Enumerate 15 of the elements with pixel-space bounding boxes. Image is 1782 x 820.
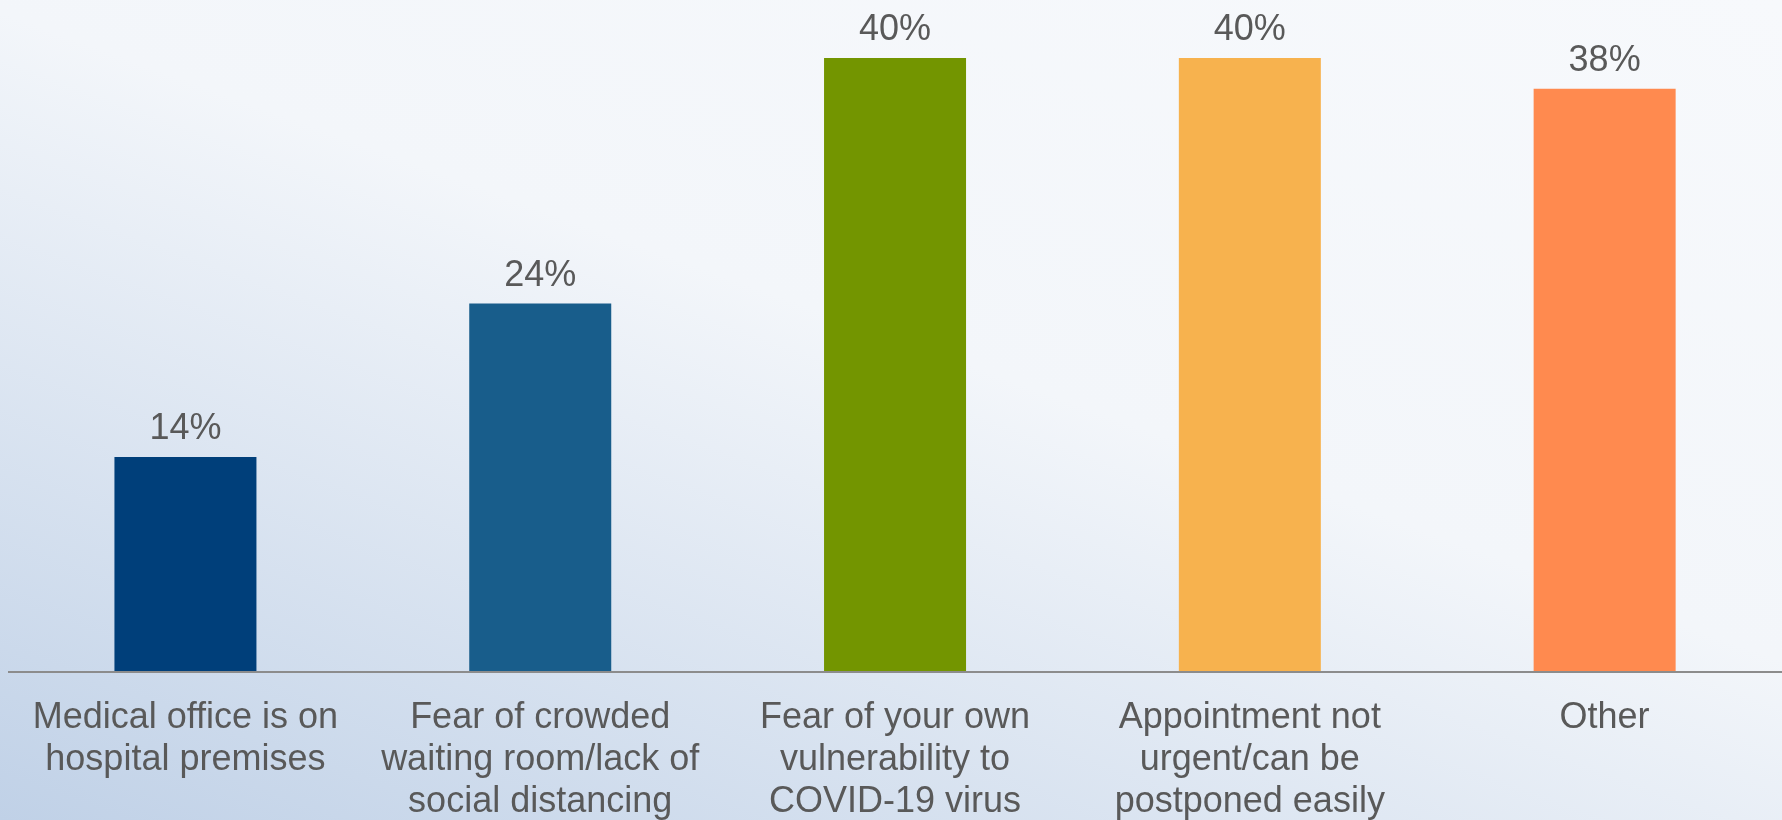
x-tick-label: Fear of crowded waiting room/lack of social distancing [380, 694, 701, 820]
bar [1533, 88, 1676, 672]
x-tick-label: Appointment not urgent/can be postponed easily [1114, 694, 1385, 820]
x-tick-label: Fear of your own vulnerability to COVID-19 virus [759, 694, 1031, 820]
data-label: 14% [149, 406, 222, 448]
data-label: 40% [1213, 7, 1286, 48]
bar [1178, 58, 1321, 672]
x-tick-label: Medical office is on hospital premises [32, 694, 339, 778]
data-label: 40% [859, 7, 932, 48]
bar [824, 58, 967, 672]
data-label: 38% [1568, 37, 1641, 79]
x-tick-label: Other [1559, 694, 1650, 736]
data-label: 24% [504, 252, 577, 294]
bar [469, 303, 612, 672]
bar [114, 457, 257, 672]
